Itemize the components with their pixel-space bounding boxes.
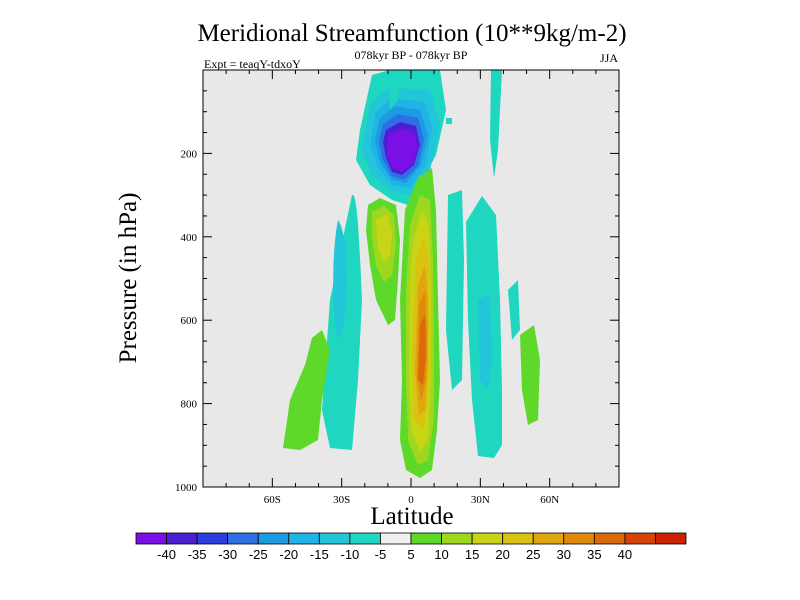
x-tick-label: 30S (333, 494, 350, 506)
colorbar: -40 -35 -30 -25 -20 -15 -10 -5 5 10 15 20 25 30 35 40 (135, 532, 687, 562)
colorbar-swatch (532, 532, 565, 545)
colorbar-label: -30 (218, 547, 237, 562)
axis-ticks: 60S 30S 0 30N 60N 200 400 600 800 1000 (175, 70, 619, 506)
colorbar-swatch (655, 532, 687, 545)
x-tick-label: 0 (408, 494, 414, 506)
colorbar-label: -5 (375, 547, 387, 562)
chart-title: Meridional Streamfunction (10**9kg/m-2) (197, 20, 626, 47)
pos-cell-eq-core (418, 315, 426, 385)
y-tick-label: 600 (181, 315, 198, 327)
colorbar-label: -35 (188, 547, 207, 562)
contour-fills (283, 70, 540, 478)
neg-cell-core (387, 128, 418, 172)
x-tick-label: 30N (471, 494, 490, 506)
colorbar-label: -10 (340, 547, 359, 562)
colorbar-label: 35 (587, 547, 601, 562)
colorbar-swatch (318, 532, 351, 545)
colorbar-swatch (471, 532, 504, 545)
colorbar-label: 5 (407, 547, 414, 562)
colorbar-swatch (502, 532, 534, 545)
season-label: JJA (600, 51, 618, 65)
colorbar-swatch (563, 532, 595, 545)
colorbar-label: -20 (279, 547, 298, 562)
pos-cell-south-core (376, 214, 392, 262)
colorbar-swatch (135, 532, 167, 545)
x-tick-label: 60S (264, 494, 281, 506)
colorbar-label: -40 (157, 547, 176, 562)
colorbar-swatch (593, 532, 626, 545)
band-north-top (490, 70, 502, 178)
colorbar-swatch (410, 532, 442, 545)
x-tick-label: 60N (540, 494, 559, 506)
colorbar-label: 40 (618, 547, 632, 562)
band-north-tick (446, 118, 452, 124)
y-tick-label: 1000 (175, 482, 198, 494)
colorbar-label: -15 (310, 547, 329, 562)
band-far-north-cyan (508, 280, 520, 340)
colorbar-swatch (624, 532, 656, 545)
colorbar-swatch (441, 532, 473, 545)
colorbar-label: 30 (557, 547, 571, 562)
colorbar-swatch (257, 532, 290, 545)
colorbar-swatch (288, 532, 320, 545)
y-tick-label: 800 (181, 399, 198, 411)
colorbar-label: 10 (434, 547, 448, 562)
y-tick-label: 400 (181, 232, 198, 244)
colorbar-swatch (196, 532, 229, 545)
chart-subtitle: 078kyr BP - 078kyr BP (355, 48, 468, 62)
neg-cell-top-band (388, 70, 400, 110)
band-far-north-green (520, 325, 540, 425)
colorbar-label: 15 (465, 547, 479, 562)
colorbar-swatch (166, 532, 198, 545)
colorbar-label: 20 (495, 547, 509, 562)
experiment-label: Expt = teaqY-tdxoY (204, 57, 301, 71)
band-south-blue (333, 220, 347, 339)
band-north-blue (478, 295, 492, 390)
y-tick-label: 200 (181, 148, 198, 160)
colorbar-label: 25 (526, 547, 540, 562)
x-axis-title: Latitude (370, 503, 453, 530)
colorbar-label: -25 (249, 547, 268, 562)
band-north-cyan-1 (446, 190, 464, 390)
colorbar-swatch (227, 532, 259, 545)
band-far-south-green (283, 330, 330, 450)
colorbar-swatch (349, 532, 381, 545)
colorbar-swatch (380, 532, 412, 545)
y-axis-title: Pressure (in hPa) (115, 193, 142, 364)
